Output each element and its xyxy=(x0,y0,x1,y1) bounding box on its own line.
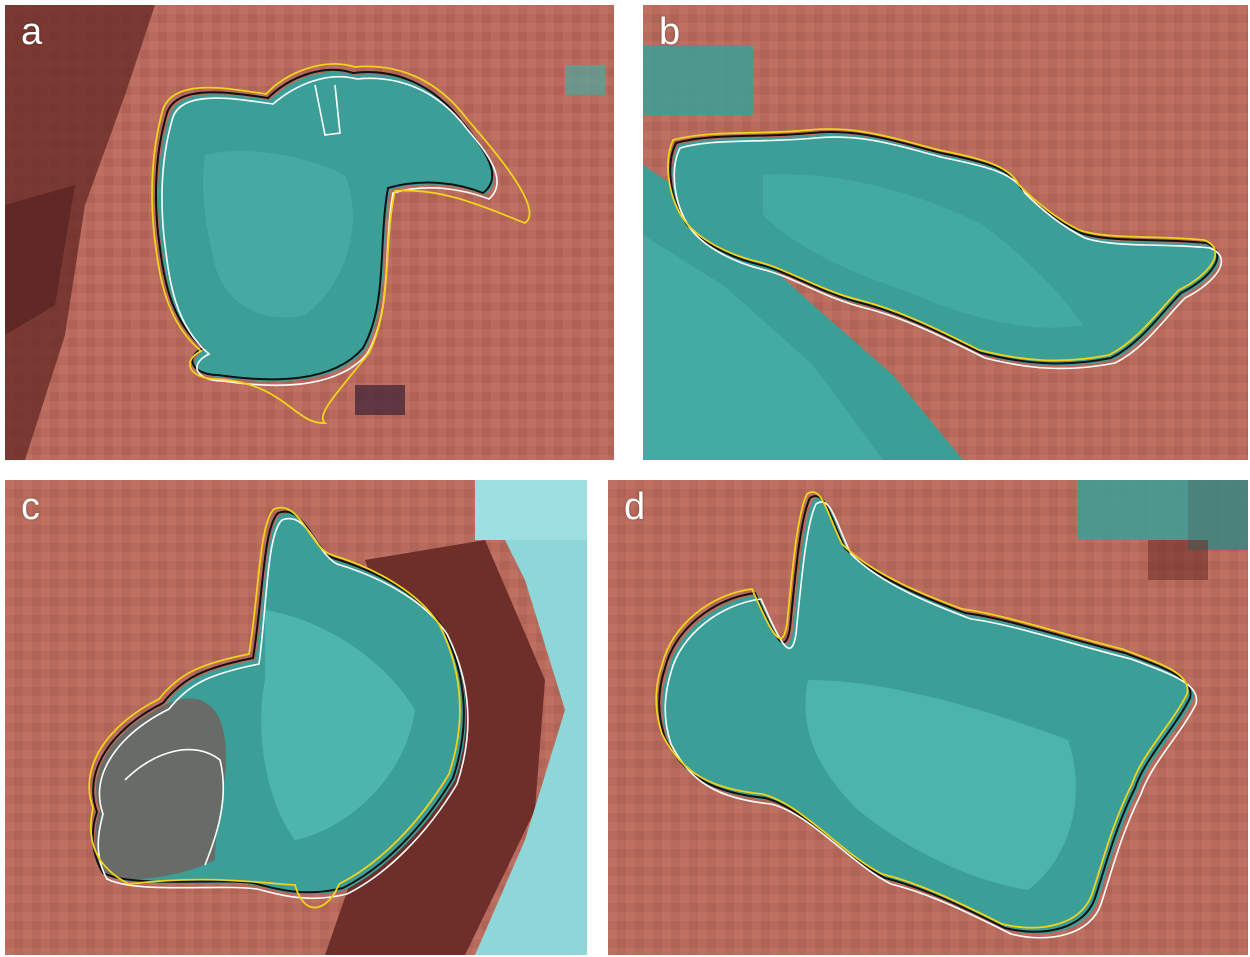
panel-d-image xyxy=(608,480,1248,955)
panel-d: d xyxy=(608,480,1248,955)
panel-b-image xyxy=(643,5,1248,460)
panel-label-a: a xyxy=(21,11,43,53)
panel-b: b xyxy=(643,5,1248,460)
panel-label-b: b xyxy=(659,11,681,53)
panel-a-image xyxy=(5,5,614,460)
panel-label-c: c xyxy=(21,486,40,528)
panel-c-image xyxy=(5,480,587,955)
panel-label-d: d xyxy=(624,486,646,528)
panel-a: a xyxy=(5,5,614,460)
panel-c: c xyxy=(5,480,587,955)
